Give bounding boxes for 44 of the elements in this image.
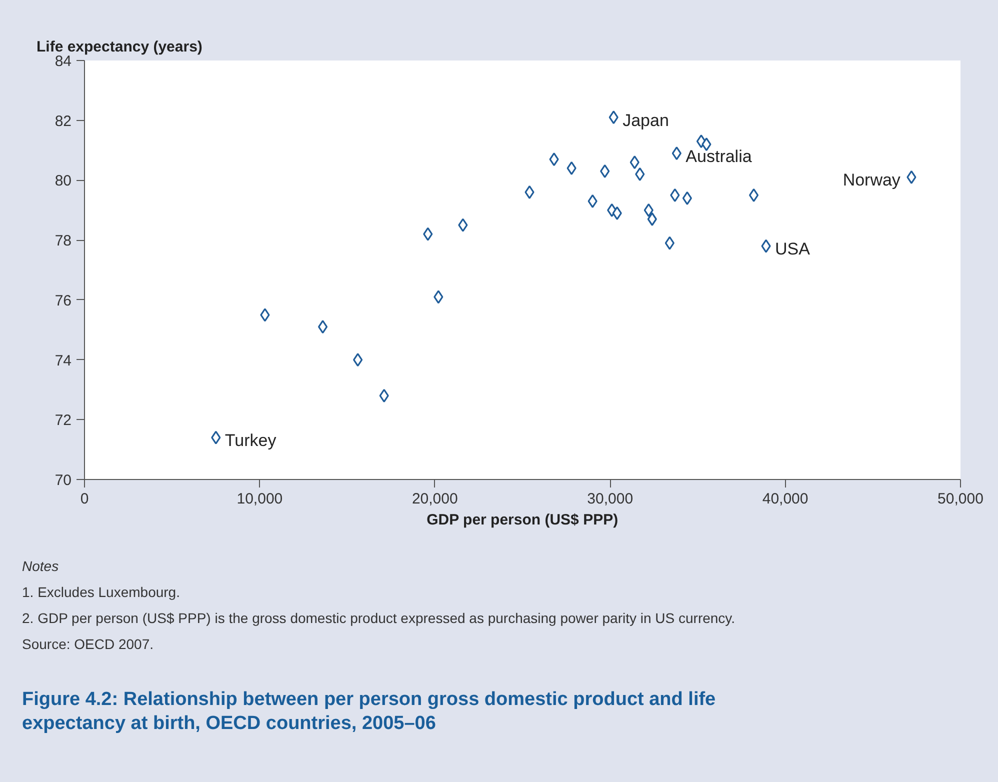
x-tick-label: 50,000 — [938, 490, 984, 508]
point — [748, 188, 759, 202]
point — [434, 290, 444, 304]
text: Notes — [22, 557, 60, 576]
y-tick-label: 70 — [54, 472, 72, 489]
x-axis-title: GDP per person (US$ PPP) — [426, 512, 618, 528]
y-tick-label: 74 — [54, 352, 72, 370]
annotation: Japan — [622, 110, 669, 130]
y-tick-label: 78 — [54, 232, 72, 250]
y-tick-label: 82 — [54, 112, 72, 130]
point — [260, 308, 270, 322]
x-tick-label: 30,000 — [587, 490, 634, 508]
point — [524, 185, 534, 199]
point — [588, 194, 598, 208]
point — [761, 239, 771, 253]
point — [682, 191, 692, 205]
y-tick-label: 80 — [54, 172, 72, 190]
point — [670, 188, 680, 202]
point — [647, 212, 657, 226]
source-note: Source: OECD 2007. — [22, 635, 155, 654]
x-tick-label: 0 — [80, 490, 89, 508]
point — [612, 206, 622, 220]
point — [608, 110, 618, 124]
point — [458, 218, 468, 232]
x-tick-label: 10,000 — [236, 490, 283, 508]
point — [379, 388, 389, 402]
point — [664, 236, 674, 250]
point — [318, 320, 328, 334]
annotation: Norway — [842, 170, 901, 190]
y-tick-label: 84 — [54, 53, 72, 70]
point — [423, 227, 433, 241]
annotation: Australia — [686, 146, 752, 166]
text: 1. Excludes Luxembourg. — [22, 583, 181, 602]
text: 2. GDP per person (US$ PPP) is the gross domestic product expressed as purchasing power parity in US currency. — [22, 609, 736, 628]
y-axis-title: Life expectancy (years) — [36, 38, 202, 56]
point — [211, 430, 221, 444]
annotation: Turkey — [224, 431, 277, 450]
y-tick-label: 76 — [54, 292, 72, 310]
x-tick-label: 40,000 — [762, 490, 808, 508]
point — [644, 203, 654, 217]
annotation: USA — [775, 240, 811, 259]
x-tick-label: 20,000 — [412, 490, 458, 508]
y-tick-label: 72 — [54, 412, 72, 430]
text: Figure 4.2: Relationship between per person gross domestic product and life expectancy at birth, OECD countries, 2005–06 — [22, 688, 717, 736]
